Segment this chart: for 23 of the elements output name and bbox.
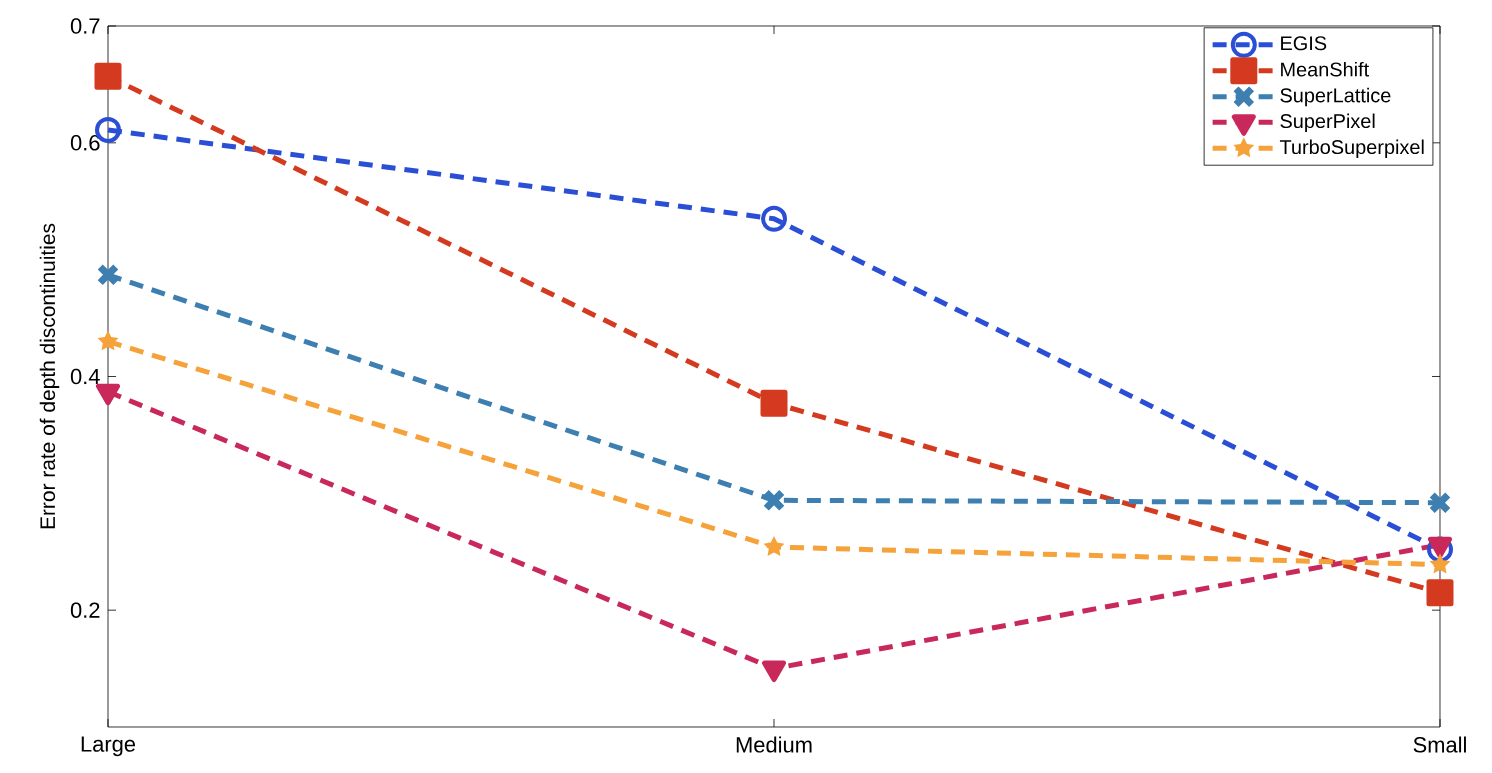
- y-tick-label: 0.2: [70, 602, 100, 618]
- point: [1429, 492, 1451, 513]
- y-tick-label: 0.6: [70, 135, 100, 151]
- legend-label: MeanShift: [1281, 61, 1370, 77]
- point: [97, 330, 119, 351]
- y-tick-label: 0.7: [70, 18, 100, 34]
- y-axis-title: Error rate of depth discontinuities: [39, 223, 60, 529]
- x-tick-label: Small: [1413, 736, 1466, 753]
- point: [97, 264, 119, 286]
- legend-label: SuperLattice: [1280, 87, 1391, 107]
- legend-label: SuperPixel: [1280, 113, 1375, 133]
- point: [763, 490, 785, 511]
- x-tick-label: Large: [81, 736, 136, 757]
- legend-label: EGIS: [1281, 36, 1327, 51]
- legend-label: TurboSuperpixel: [1279, 139, 1424, 159]
- point: [760, 389, 788, 417]
- point: [94, 62, 122, 90]
- point: [1426, 579, 1454, 607]
- point: [761, 205, 787, 232]
- point: [1429, 553, 1451, 574]
- y-tick-label: 0.4: [70, 368, 100, 385]
- point: [763, 536, 785, 556]
- x-tick-label: Medium: [736, 736, 812, 753]
